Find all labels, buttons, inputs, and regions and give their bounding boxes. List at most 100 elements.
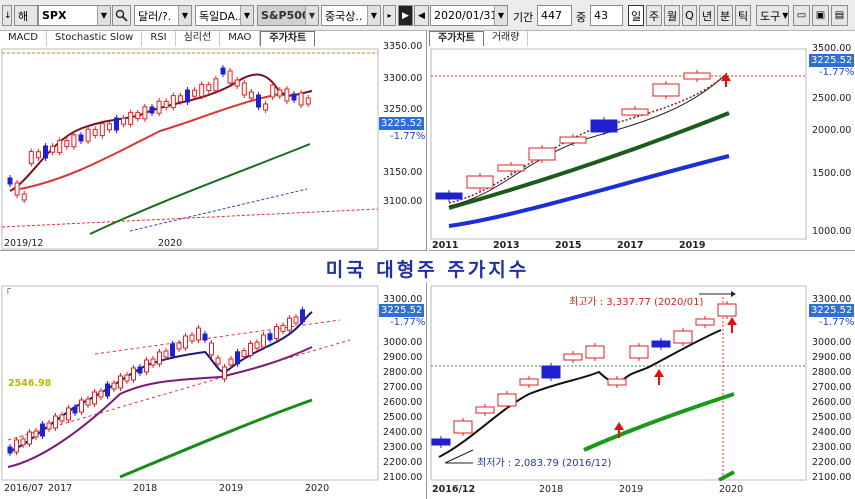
candle-body (435, 192, 463, 200)
tab-price-chart[interactable]: 주가차트 (429, 31, 484, 46)
count-input[interactable]: 43 (590, 5, 623, 26)
candle-body (57, 139, 63, 153)
folder-button[interactable]: ▭ (793, 5, 810, 26)
chevron-down-icon[interactable]: ▼ (97, 6, 110, 25)
play-button[interactable]: ▶ (398, 5, 413, 26)
candle-body (53, 415, 58, 429)
candle-body (256, 94, 261, 108)
candle-body (254, 341, 260, 349)
print-icon: ▤ (834, 10, 845, 21)
candle-body (176, 342, 182, 350)
scroll-right-button[interactable]: ▸ (383, 5, 396, 26)
candle-body (131, 367, 136, 381)
low-annotation: 최저가 : 2,083.79 (2016/12) (477, 458, 612, 469)
candle-body (431, 438, 451, 446)
search-button[interactable] (112, 5, 131, 26)
change-percent: -1.77% (390, 131, 426, 142)
buy-arrow-icon (727, 317, 737, 333)
candle-body (72, 406, 78, 414)
candle-body (280, 324, 286, 332)
tab-rsi[interactable]: RSI (142, 31, 176, 46)
tab-psychology[interactable]: 심리선 (176, 31, 221, 46)
tab-volume[interactable]: 거래량 (484, 31, 529, 46)
change-percent: -1.77% (819, 67, 855, 78)
candle-body (33, 430, 39, 438)
chart-bottom-right[interactable] (429, 282, 855, 499)
x-tick: 2020 (719, 484, 744, 495)
save-button[interactable]: ▣ (812, 5, 829, 26)
tab-stochastic[interactable]: Stochastic Slow (47, 31, 143, 46)
panel-bottom-right: 최고가 : 3,337.77 (2020/01) 최저가 : 2,083.79 … (429, 282, 855, 499)
candle-body (189, 334, 195, 342)
chart-top-left[interactable] (0, 31, 427, 251)
folder-icon: ▭ (796, 10, 807, 21)
tab-mao[interactable]: MAO (220, 31, 261, 46)
candle-body (14, 182, 20, 196)
short-ma-line (448, 75, 725, 207)
tab-price-chart[interactable]: 주가차트 (260, 31, 316, 46)
chart-top-right[interactable] (429, 31, 855, 251)
candle-body (64, 140, 70, 148)
y-tick: 3500.00 (812, 43, 852, 54)
interval-week-button[interactable]: 주 (646, 5, 662, 26)
candle-body (121, 117, 127, 125)
y-tick: 2100.00 (812, 472, 852, 483)
interval-tick-button[interactable]: 틱 (735, 5, 751, 26)
candle-body (305, 97, 311, 105)
long-ma-line (583, 392, 735, 452)
interval-month-button[interactable]: 월 (664, 5, 680, 26)
chevron-down-icon: ▼ (240, 6, 253, 25)
candle-body (453, 420, 473, 434)
count-label: 중 (576, 11, 587, 24)
candle-body (85, 398, 91, 406)
candle-body (277, 89, 283, 97)
print-button[interactable]: ▤ (831, 5, 848, 26)
chevron-down-icon: ▼ (367, 6, 380, 25)
candle-body (111, 382, 117, 390)
period-input[interactable]: 447 (537, 5, 572, 26)
tab-macd[interactable]: MACD (0, 31, 47, 46)
buy-arrow-icon (654, 369, 664, 385)
candle-body (78, 134, 84, 142)
y-tick: 2500.00 (812, 412, 852, 423)
y-tick: 2300.00 (812, 442, 852, 453)
candle-body (241, 350, 247, 358)
x-tick: 2016/12 (432, 484, 476, 495)
candle-body (106, 123, 112, 131)
candle-body (105, 383, 110, 397)
save-icon: ▣ (815, 10, 826, 21)
candle-body (590, 119, 618, 133)
menu-button[interactable]: 해 (14, 5, 38, 26)
candle-body (99, 123, 105, 137)
candle-body (206, 84, 212, 92)
medium-ma-line (7, 346, 313, 468)
x-tick: 2019 (619, 484, 644, 495)
long-ma-line (89, 143, 311, 235)
search-icon (115, 9, 128, 22)
preset-select[interactable]: 독일DA.. ▼ (195, 5, 254, 26)
tools-button[interactable]: 도구 ▼ (756, 5, 789, 26)
candle-body (213, 78, 219, 92)
date-input[interactable]: 2020/01/31 ▼ (430, 5, 508, 26)
down-arrow-button[interactable]: ↓ (2, 5, 12, 26)
region-select[interactable]: 중국상.. ▼ (321, 5, 381, 26)
y-tick: 2700.00 (812, 382, 852, 393)
y-tick: 1000.00 (812, 226, 852, 237)
candle-body (192, 89, 198, 97)
interval-year-button[interactable]: 년 (699, 5, 715, 26)
chevron-down-icon: ▼ (305, 6, 318, 25)
x-tick: 2019/12 (4, 238, 44, 249)
change-percent: -1.77% (390, 317, 426, 328)
symbol-input[interactable]: SPX ▼ (38, 5, 111, 26)
prev-button[interactable]: ◀ (414, 5, 429, 26)
sp500-button[interactable]: S&P500 ▼ (257, 5, 319, 26)
x-tick: 2017 (48, 483, 73, 494)
currency-select[interactable]: 달러/?. ▼ (134, 5, 192, 26)
chart-bottom-left[interactable] (0, 282, 427, 499)
interval-quarter-button[interactable]: Q (682, 5, 697, 26)
candle-body (50, 145, 56, 153)
interval-day-button[interactable]: 일 (628, 5, 644, 26)
y-tick: 1500.00 (812, 168, 852, 179)
candle-body (177, 95, 183, 103)
interval-minute-button[interactable]: 분 (717, 5, 733, 26)
